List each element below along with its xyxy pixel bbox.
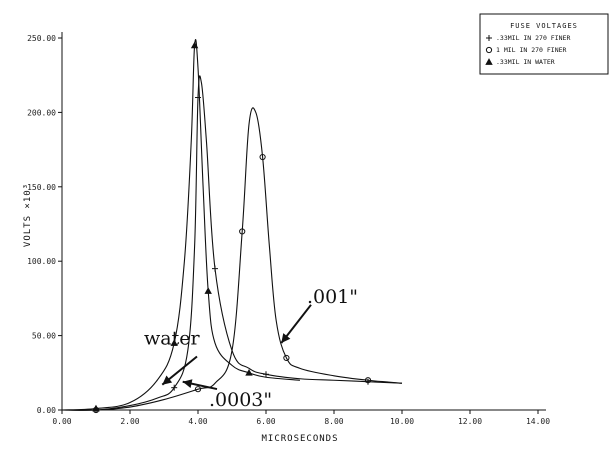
- legend-title: FUSE VOLTAGES: [510, 22, 578, 30]
- series-3-marker: [92, 404, 100, 412]
- legend: FUSE VOLTAGES .33MIL IN 270 FINER 1 MIL I…: [479, 13, 609, 75]
- legend-entry-2: 1 MIL IN 270 FINER: [496, 46, 567, 54]
- y-axis-title: VOLTS ×10³: [23, 183, 33, 247]
- series-line-3: [61, 39, 301, 411]
- legend-entry-1: .33MIL IN 270 FINER: [496, 34, 570, 42]
- annotation-001: .001": [307, 286, 358, 308]
- annotation-water: water: [144, 328, 200, 350]
- legend-entry-3: .33MIL IN WATER: [496, 58, 555, 66]
- y-tick-label: 150.00: [27, 183, 56, 192]
- series-line-1: [61, 75, 403, 411]
- arrow-001-head: [281, 333, 291, 344]
- legend-marker-2: [485, 46, 493, 54]
- annotations: water .0003" .001": [144, 286, 358, 411]
- arrow-001: [280, 304, 312, 344]
- series-1-marker: [195, 94, 201, 101]
- series-1-marker: [171, 384, 178, 391]
- legend-box: [479, 13, 609, 75]
- series-2-marker: [239, 228, 246, 235]
- series-2-marker: [364, 377, 372, 384]
- series-3-marker: [245, 368, 253, 376]
- y-tick-label: 200.00: [27, 108, 56, 117]
- y-tick-label: 50.00: [32, 332, 56, 341]
- x-tick-label: 6.00: [256, 417, 275, 426]
- series-3-marker: [190, 41, 199, 49]
- legend-marker-3: [485, 58, 493, 65]
- arrow-0003-head: [182, 379, 193, 389]
- x-tick-label: 10.00: [390, 417, 414, 426]
- axes: [61, 32, 546, 411]
- series-2-marker: [194, 386, 202, 393]
- arrow-0003: [182, 379, 218, 391]
- x-tick-label: 8.00: [324, 417, 343, 426]
- x-tick-label: 0.00: [52, 417, 71, 426]
- x-axis-title: MICROSECONDS: [261, 434, 338, 444]
- y-tick-label: 0.00: [37, 406, 56, 415]
- legend-marker-1: [486, 35, 492, 41]
- y-tick-label: 100.00: [27, 257, 56, 266]
- series-2-marker: [259, 153, 266, 161]
- series-3-marker: [204, 287, 212, 294]
- x-tick-label: 14.00: [526, 417, 550, 426]
- series-lines: [61, 39, 403, 411]
- x-tick-label: 2.00: [120, 417, 139, 426]
- series-markers: [92, 41, 372, 414]
- series-2-marker: [283, 354, 290, 362]
- series-1-marker: [212, 265, 218, 272]
- y-tick-label: 250.00: [27, 34, 56, 43]
- series-3-marker: [170, 339, 178, 346]
- x-tick-label: 12.00: [458, 417, 482, 426]
- arrow-water-head: [162, 375, 173, 385]
- tick-labels: 0.00 2.00 4.00 6.00 8.00 10.00 12.00 14.00 0.00 5…: [27, 34, 550, 426]
- arrow-water: [161, 355, 198, 386]
- x-tick-label: 4.00: [188, 417, 207, 426]
- series-1-marker: [263, 371, 269, 378]
- annotation-0003: .0003": [209, 389, 272, 411]
- series-line-2: [61, 107, 403, 411]
